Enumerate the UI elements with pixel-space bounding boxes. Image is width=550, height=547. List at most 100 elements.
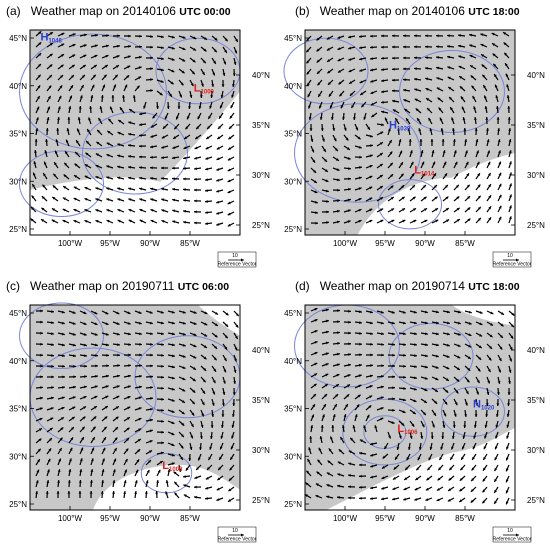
wind-arrow-head <box>49 53 53 57</box>
wind-arrow-head <box>342 117 345 120</box>
wind-arrow-head <box>55 139 59 143</box>
wind-arrow-head <box>436 321 439 325</box>
wind-arrow-head <box>61 32 65 36</box>
wind-arrow-head <box>150 155 153 159</box>
wind-arrow-head <box>468 310 472 314</box>
wind-arrow-head <box>314 190 318 194</box>
wind-arrow-head <box>103 437 106 441</box>
wind-arrow-head <box>424 376 428 380</box>
wind-arrow-head <box>227 223 231 227</box>
wind-arrow-head <box>134 480 138 484</box>
wind-arrow-head <box>188 106 191 109</box>
wind-arrow-head <box>105 395 109 399</box>
wind-arrow-head <box>104 65 108 68</box>
wind-arrow-head <box>39 417 43 421</box>
wind-arrow-head <box>392 34 395 38</box>
wind-arrow-head <box>139 166 142 170</box>
wind-arrow-head <box>114 74 118 78</box>
wind-arrow-head <box>149 450 153 454</box>
wind-arrow-head <box>476 391 479 395</box>
wind-arrow-head <box>193 36 197 40</box>
wind-arrow-head <box>31 207 34 210</box>
wind-arrow-head <box>498 358 502 362</box>
wind-arrow-head <box>146 469 150 473</box>
wind-arrow-head <box>506 446 509 450</box>
wind-arrow-head <box>32 172 36 176</box>
wind-arrow-head <box>40 309 43 313</box>
wind-arrow-head <box>337 484 341 488</box>
wind-arrow-head <box>472 446 476 450</box>
wind-arrow-head <box>161 166 164 170</box>
wind-arrow-head <box>194 167 197 171</box>
wind-arrow-head <box>38 42 42 46</box>
wind-arrow-head <box>167 469 171 473</box>
wind-arrow-head <box>498 194 502 198</box>
wind-arrow-head <box>64 162 68 166</box>
wind-arrow-head <box>198 457 201 461</box>
wind-arrow-head <box>38 64 41 67</box>
water-area <box>357 153 515 235</box>
wind-vectors <box>35 309 240 503</box>
wind-arrow-head <box>61 332 65 336</box>
isobar-line <box>19 33 167 150</box>
wind-arrow-head <box>194 495 197 499</box>
wind-arrow-head <box>380 310 384 314</box>
wind-arrow-head <box>139 155 142 159</box>
wind-arrow-head <box>212 391 216 395</box>
wind-arrow-head <box>188 458 192 461</box>
wind-arrow-head <box>73 364 76 368</box>
wind-arrow-head <box>429 446 433 450</box>
wind-arrow-head <box>128 144 131 147</box>
wind-arrow-head <box>380 321 384 325</box>
wind-arrow-head <box>326 210 329 214</box>
wind-arrow-head <box>461 456 464 460</box>
wind-arrow-head <box>171 46 175 50</box>
wind-arrow-head <box>467 207 471 211</box>
wind-arrow-head <box>217 477 221 481</box>
wind-arrow-head <box>456 196 460 200</box>
wind-arrow-head <box>430 139 434 142</box>
wind-arrow-head <box>180 456 183 460</box>
wind-arrow-head <box>446 366 450 370</box>
wind-arrow-head <box>409 150 413 154</box>
wind-arrow-head <box>161 57 164 61</box>
wind-arrow-head <box>392 56 395 60</box>
wind-arrow-head <box>463 425 467 428</box>
wind-arrow-head <box>84 175 88 179</box>
wind-arrow-head <box>182 58 186 62</box>
wind-arrow-head <box>509 347 513 351</box>
wind-arrow-head <box>205 146 209 150</box>
wind-arrow-head <box>359 80 363 84</box>
wind-arrow-head <box>30 218 34 222</box>
wind-arrow-head <box>485 117 489 120</box>
wind-arrow-head <box>425 88 429 91</box>
wind-arrow-head <box>374 425 378 429</box>
wind-arrow-head <box>497 139 501 143</box>
wind-arrow-head <box>109 106 113 110</box>
lat-label-right: 35°N <box>527 396 545 405</box>
wind-arrow-head <box>74 175 78 178</box>
wind-arrow-head <box>478 356 482 360</box>
wind-arrow-head <box>470 499 474 503</box>
water-area <box>93 305 240 510</box>
wind-arrow-head <box>67 117 71 120</box>
wind-arrow-head <box>36 106 40 110</box>
wind-arrow-head <box>363 116 367 120</box>
wind-arrow-head <box>32 184 35 188</box>
wind-arrow-head <box>174 126 178 130</box>
panel-title: (b) Weather map on 20140106 UTC 18:00 <box>295 4 520 18</box>
wind-arrow-head <box>306 60 310 64</box>
wind-arrow-head <box>49 32 53 35</box>
wind-arrow-head <box>414 497 418 501</box>
wind-arrow-head <box>305 482 309 486</box>
wind-arrow-head <box>193 47 197 51</box>
lat-label-right: 40°N <box>252 71 270 80</box>
wind-arrow-head <box>381 374 384 378</box>
wind-arrow-head <box>413 387 417 391</box>
wind-arrow-head <box>486 128 489 131</box>
wind-arrow-head <box>61 396 65 400</box>
wind-arrow-head <box>185 126 189 130</box>
wind-arrow-head <box>318 447 322 451</box>
wind-arrow-head <box>500 323 504 327</box>
wind-arrow-head <box>499 346 503 350</box>
